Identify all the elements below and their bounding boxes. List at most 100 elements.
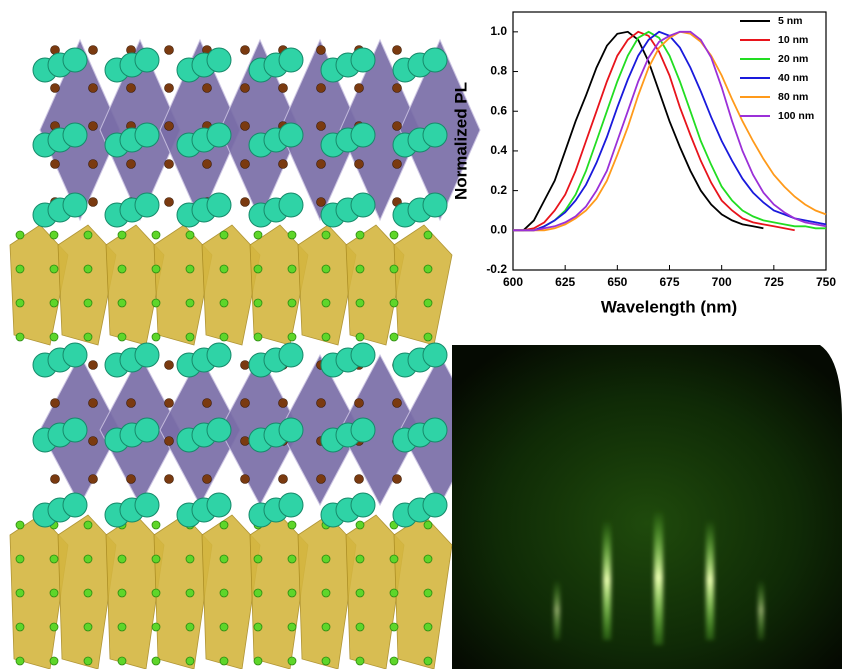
atom-green bbox=[50, 657, 58, 665]
atom-green bbox=[186, 657, 194, 665]
atom-teal bbox=[135, 343, 159, 367]
atom-brown bbox=[279, 160, 288, 169]
atom-brown bbox=[317, 84, 326, 93]
atom-green bbox=[356, 231, 364, 239]
octahedron-yellow bbox=[106, 225, 164, 345]
atom-green bbox=[356, 333, 364, 341]
atom-teal bbox=[279, 123, 303, 147]
atom-teal bbox=[63, 493, 87, 517]
octahedron-yellow bbox=[250, 225, 308, 345]
atom-teal bbox=[207, 493, 231, 517]
atom-green bbox=[16, 589, 24, 597]
atom-green bbox=[424, 521, 432, 529]
pl-line bbox=[513, 32, 763, 231]
atom-green bbox=[186, 265, 194, 273]
atom-green bbox=[152, 589, 160, 597]
atom-green bbox=[118, 555, 126, 563]
atom-green bbox=[152, 299, 160, 307]
atom-brown bbox=[51, 399, 60, 408]
atom-teal bbox=[207, 123, 231, 147]
atom-teal bbox=[279, 193, 303, 217]
legend-label: 40 nm bbox=[778, 72, 808, 84]
atom-green bbox=[220, 299, 228, 307]
y-tick-label: 0.2 bbox=[490, 183, 507, 197]
atom-green bbox=[288, 555, 296, 563]
atom-teal bbox=[63, 123, 87, 147]
y-tick-label: 0.4 bbox=[490, 143, 507, 157]
atom-brown bbox=[279, 399, 288, 408]
atom-teal bbox=[351, 418, 375, 442]
atom-teal bbox=[351, 193, 375, 217]
atom-brown bbox=[89, 437, 98, 446]
atom-green bbox=[118, 265, 126, 273]
atom-green bbox=[50, 623, 58, 631]
atom-green bbox=[254, 657, 262, 665]
plot-frame bbox=[513, 12, 826, 270]
atom-brown bbox=[279, 475, 288, 484]
atom-green bbox=[356, 589, 364, 597]
atom-green bbox=[424, 231, 432, 239]
atom-green bbox=[118, 299, 126, 307]
atom-green bbox=[50, 231, 58, 239]
atom-brown bbox=[317, 46, 326, 55]
atom-brown bbox=[241, 361, 250, 370]
atom-brown bbox=[203, 160, 212, 169]
figure-canvas: Wavelength (nm) Normalized PL 6006256506… bbox=[0, 0, 842, 669]
atom-green bbox=[220, 333, 228, 341]
atom-teal bbox=[63, 418, 87, 442]
octahedron-yellow bbox=[346, 225, 404, 345]
atom-brown bbox=[165, 84, 174, 93]
atom-brown bbox=[165, 122, 174, 131]
atom-green bbox=[118, 589, 126, 597]
rheed-pattern bbox=[452, 345, 842, 669]
octahedron-yellow bbox=[394, 225, 452, 345]
y-tick-label: -0.2 bbox=[486, 262, 507, 276]
atom-green bbox=[152, 231, 160, 239]
atom-brown bbox=[89, 198, 98, 207]
atom-brown bbox=[241, 198, 250, 207]
atom-teal bbox=[135, 493, 159, 517]
atom-brown bbox=[393, 475, 402, 484]
atom-green bbox=[424, 623, 432, 631]
atom-green bbox=[84, 231, 92, 239]
atom-green bbox=[254, 589, 262, 597]
atom-brown bbox=[241, 160, 250, 169]
atom-green bbox=[322, 555, 330, 563]
atom-brown bbox=[241, 399, 250, 408]
atom-brown bbox=[127, 475, 136, 484]
atom-green bbox=[390, 231, 398, 239]
atom-teal bbox=[207, 48, 231, 72]
atom-green bbox=[220, 265, 228, 273]
atom-green bbox=[118, 231, 126, 239]
atom-green bbox=[152, 623, 160, 631]
atom-green bbox=[118, 333, 126, 341]
atom-green bbox=[152, 265, 160, 273]
y-tick-label: 0.0 bbox=[490, 222, 507, 236]
atom-green bbox=[50, 265, 58, 273]
atom-green bbox=[390, 555, 398, 563]
legend-label: 5 nm bbox=[778, 15, 803, 27]
atom-brown bbox=[89, 399, 98, 408]
atom-green bbox=[424, 265, 432, 273]
atom-green bbox=[424, 299, 432, 307]
atom-brown bbox=[127, 399, 136, 408]
atom-teal bbox=[351, 123, 375, 147]
atom-teal bbox=[63, 343, 87, 367]
x-axis-label: Wavelength (nm) bbox=[601, 297, 737, 316]
crystal-structure bbox=[10, 40, 480, 669]
atom-brown bbox=[89, 46, 98, 55]
atom-green bbox=[288, 623, 296, 631]
rheed-background bbox=[452, 345, 842, 669]
octahedron-yellow bbox=[202, 225, 260, 345]
x-tick-label: 750 bbox=[816, 275, 836, 289]
atom-brown bbox=[241, 84, 250, 93]
atom-green bbox=[288, 333, 296, 341]
atom-brown bbox=[241, 475, 250, 484]
atom-green bbox=[288, 657, 296, 665]
x-tick-label: 725 bbox=[764, 275, 784, 289]
atom-green bbox=[152, 657, 160, 665]
atom-green bbox=[152, 333, 160, 341]
atom-green bbox=[254, 333, 262, 341]
atom-green bbox=[322, 589, 330, 597]
atom-green bbox=[16, 555, 24, 563]
